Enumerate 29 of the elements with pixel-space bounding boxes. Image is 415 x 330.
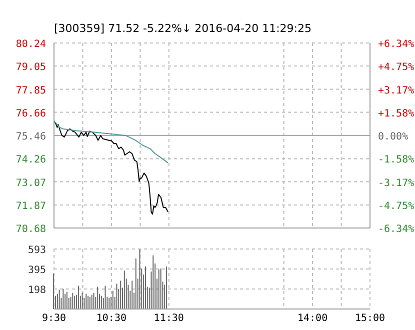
y-tick-label: 395 — [28, 265, 46, 276]
y2-tick-label: +3.17% — [378, 85, 414, 96]
x-tick-label: 14:00 — [297, 313, 328, 324]
y-tick-label: 80.24 — [16, 39, 46, 50]
y-tick-label: 79.05 — [16, 62, 46, 74]
y-tick-label: 71.87 — [16, 200, 46, 212]
y2-tick-label: +1.58% — [378, 108, 414, 120]
y2-tick-label: -4.75% — [378, 200, 414, 212]
y-tick-label: 77.85 — [16, 85, 46, 96]
x-tick-label: 10:30 — [96, 313, 127, 324]
y2-tick-label: -3.17% — [378, 178, 414, 189]
y-tick-label: 593 — [28, 245, 46, 256]
y2-tick-label: -1.58% — [378, 154, 414, 166]
y-tick-label: 76.66 — [16, 108, 46, 120]
y-tick-label: 70.68 — [16, 224, 46, 235]
y2-tick-label: +4.75% — [378, 62, 414, 74]
y2-tick-label: -6.34% — [378, 224, 414, 235]
line-series — [54, 120, 168, 215]
chart-title: [300359] 71.52 -5.22%↓ 2016-04-20 11:29:25 — [54, 22, 312, 35]
y2-tick-label: +6.34% — [378, 39, 414, 50]
x-tick-label: 11:30 — [154, 313, 184, 324]
y-tick-label: 73.07 — [16, 178, 46, 189]
x-tick-label: 9:30 — [42, 313, 66, 324]
y-tick-label: 75.46 — [16, 132, 46, 142]
line-series — [54, 120, 168, 164]
y-tick-label: 74.26 — [16, 154, 46, 166]
y2-tick-label: 0.00% — [378, 132, 408, 142]
x-tick-label: 15:00 — [354, 313, 386, 324]
y-tick-label: 198 — [28, 284, 46, 296]
